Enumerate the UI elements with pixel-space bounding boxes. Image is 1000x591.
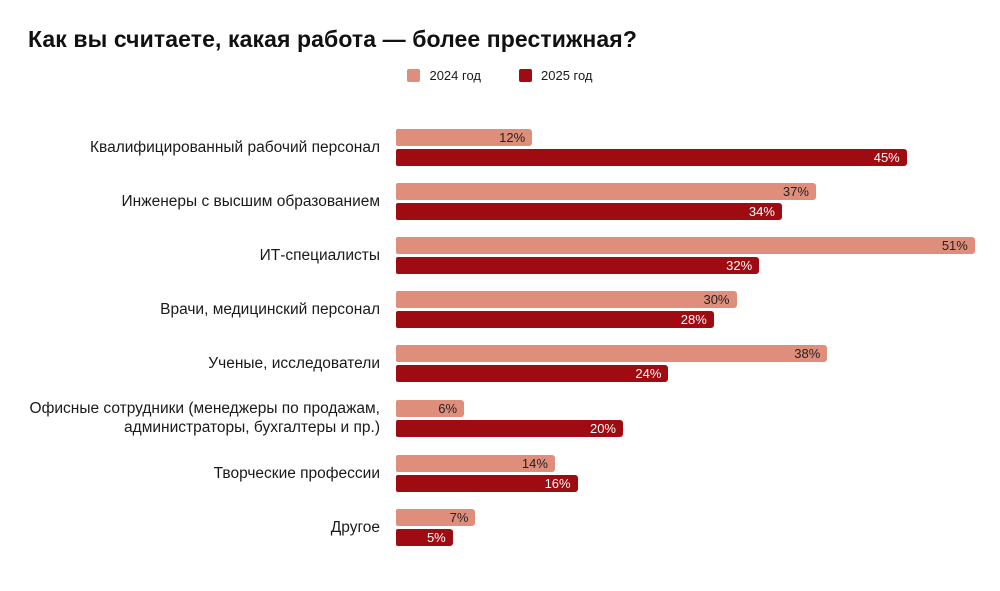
bar-2024: 37%: [396, 183, 816, 200]
chart-title: Как вы считаете, какая работа — более пр…: [28, 26, 637, 52]
category-label: Врачи, медицинский персонал: [160, 300, 380, 318]
bar-pair: 37% 34%: [396, 183, 816, 220]
bar-value-label-2025: 24%: [635, 366, 662, 381]
bar-value-label-2025: 34%: [748, 204, 775, 219]
bar-value-label-2024: 6%: [438, 400, 458, 416]
chart-row: Инженеры с высшим образованием 37% 34%: [25, 183, 975, 220]
legend-label-2024: 2024 год: [429, 68, 481, 83]
chart-row: Ученые, исследователи 38% 24%: [25, 345, 975, 382]
category-label: Квалифицированный рабочий персонал: [89, 138, 380, 156]
bar-2025: 34%: [396, 203, 782, 220]
bar-2024: 7%: [396, 508, 476, 526]
bar-value-label-2024: 30%: [703, 292, 730, 307]
bar-2024: 6%: [396, 399, 465, 417]
category-label: Инженеры с высшим образованием: [121, 192, 380, 210]
bar-2024: 30%: [396, 291, 737, 308]
bar-pair: 51% 32%: [396, 237, 975, 274]
bar-2024: 51%: [396, 237, 975, 254]
bar-value-label-2025: 32%: [726, 258, 753, 273]
category-label: Офисные сотрудники (менеджеры по продажа…: [29, 400, 380, 437]
bar-value-label-2024: 38%: [794, 346, 821, 361]
bar-pair: 30% 28%: [396, 291, 737, 328]
bar-value-label-2024: 51%: [941, 238, 968, 253]
bar-chart: Квалифицированный рабочий персонал 12% 4…: [25, 129, 975, 546]
bar-value-label-2025: 20%: [589, 420, 616, 436]
bar-value-label-2024: 37%: [782, 184, 809, 199]
bar-pair: 12% 45%: [396, 129, 907, 166]
category-label: Ученые, исследователи: [208, 354, 380, 372]
chart-row: ИТ-специалисты 51% 32%: [25, 237, 975, 274]
bar-value-label-2025: 16%: [544, 475, 571, 491]
bar-pair: 6% 20%: [396, 399, 623, 437]
bar-2024: 38%: [396, 345, 828, 362]
bar-pair: 14% 16%: [396, 454, 578, 492]
category-label: Творческие профессии: [213, 464, 380, 482]
bar-pair: 38% 24%: [396, 345, 828, 382]
bar-2025: 5%: [396, 528, 453, 546]
chart-row: Врачи, медицинский персонал 30% 28%: [25, 291, 975, 328]
bar-value-label-2025: 28%: [680, 312, 707, 327]
bar-2025: 28%: [396, 311, 714, 328]
category-label: Другое: [330, 518, 380, 536]
bar-2025: 20%: [396, 419, 623, 437]
bar-2025: 45%: [396, 149, 907, 166]
legend-swatch-2024-icon: [407, 69, 421, 82]
legend-item-2024: 2024 год: [407, 68, 481, 83]
chart-row: Квалифицированный рабочий персонал 12% 4…: [25, 129, 975, 166]
bar-pair: 7% 5%: [396, 508, 476, 546]
bar-2025: 24%: [396, 365, 669, 382]
bar-value-label-2024: 12%: [499, 130, 526, 145]
chart-row: Творческие профессии 14% 16%: [25, 454, 975, 492]
chart-row: Другое 7% 5%: [25, 508, 975, 546]
legend-item-2025: 2025 год: [519, 68, 593, 83]
legend: 2024 год 2025 год: [25, 68, 975, 83]
bar-2025: 32%: [396, 257, 760, 274]
bar-value-label-2024: 14%: [521, 455, 548, 471]
bar-2024: 12%: [396, 129, 533, 146]
legend-label-2025: 2025 год: [541, 68, 593, 83]
legend-swatch-2025-icon: [519, 69, 532, 82]
category-label: ИТ-специалисты: [259, 246, 380, 264]
bar-value-label-2025: 5%: [426, 529, 446, 545]
bar-value-label-2024: 7%: [449, 509, 469, 525]
chart-row: Офисные сотрудники (менеджеры по продажа…: [25, 399, 975, 438]
bar-2025: 16%: [396, 474, 578, 492]
bar-value-label-2025: 45%: [873, 150, 900, 165]
bar-2024: 14%: [396, 454, 555, 472]
